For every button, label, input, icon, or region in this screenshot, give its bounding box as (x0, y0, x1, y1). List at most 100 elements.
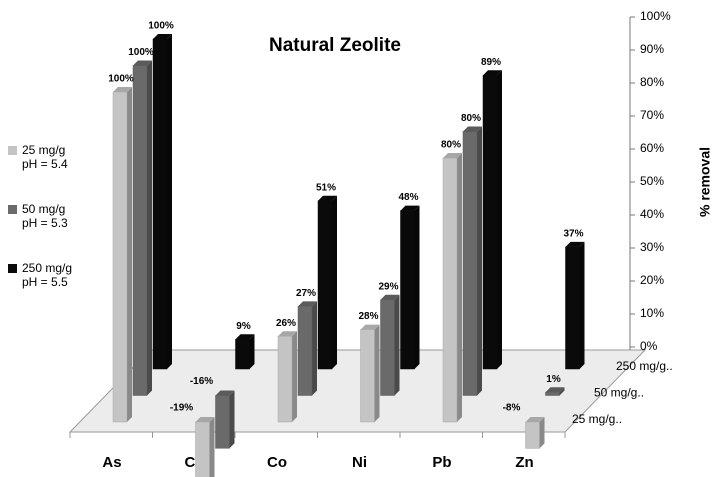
bar-top (278, 331, 297, 337)
y-tick-label: 70% (640, 108, 664, 122)
bar (235, 339, 250, 370)
y-axis-label: % removal (697, 147, 713, 217)
y-tick-label: 100% (640, 9, 671, 23)
bar-side (312, 301, 317, 396)
data-label: 48% (398, 192, 418, 203)
bar-side (127, 87, 132, 422)
bar-top (235, 334, 255, 340)
legend-swatch (8, 146, 17, 155)
bar (277, 335, 293, 423)
legend-entry: 50 mg/g pH = 5.3 (8, 202, 68, 230)
bar-side (292, 331, 297, 422)
bar-top (565, 241, 585, 247)
y-tick-label: 10% (640, 306, 664, 320)
bar (317, 200, 333, 370)
legend-label: 25 mg/g pH = 5.4 (22, 143, 68, 171)
bar (400, 210, 415, 370)
depth-label: 50 mg/g.. (594, 386, 644, 400)
chart-title: Natural Zeolite (269, 35, 401, 56)
bar-side (167, 34, 172, 369)
legend-label: 50 mg/g pH = 5.3 (22, 202, 68, 230)
bar (297, 306, 313, 396)
bar-top (298, 301, 317, 307)
data-label: 80% (441, 140, 461, 151)
bar-side (374, 324, 380, 422)
bar (482, 75, 498, 370)
data-label: -8% (503, 403, 521, 414)
bar (132, 65, 148, 396)
bar (215, 395, 230, 449)
y-tick-label: 20% (640, 273, 664, 287)
bar-side (477, 126, 482, 396)
bar-side (332, 195, 337, 369)
y-tick-label: 30% (640, 240, 664, 254)
data-label: 100% (108, 74, 134, 85)
data-label: 51% (316, 182, 336, 193)
data-label: 29% (378, 281, 398, 292)
bar-top (443, 153, 462, 158)
x-tick-label: Zn (515, 454, 533, 471)
data-label: 26% (276, 318, 296, 329)
bar-side (209, 417, 215, 477)
depth-label: 250 mg/g.. (616, 359, 673, 373)
bar-side (147, 60, 152, 396)
bar (380, 299, 395, 396)
bar-top (400, 205, 420, 211)
bar-top (133, 60, 152, 66)
bar-top (195, 417, 215, 422)
data-label: 100% (128, 47, 154, 58)
bar-top (215, 390, 235, 396)
bar (442, 157, 458, 423)
data-label: 1% (546, 374, 561, 385)
x-tick-label: Co (267, 454, 287, 471)
bar (360, 329, 375, 423)
data-label: 9% (236, 321, 251, 332)
bar (462, 131, 478, 396)
bar-side (249, 334, 255, 369)
bar-side (414, 205, 420, 369)
bar-top (153, 34, 172, 39)
bar-side (539, 417, 545, 449)
legend-entry: 25 mg/g pH = 5.4 (8, 143, 68, 171)
y-tick-label: 40% (640, 207, 664, 221)
y-tick-label: 50% (640, 174, 664, 188)
bar (152, 38, 168, 370)
bar-side (497, 70, 502, 370)
bar-side (559, 387, 565, 396)
bar-top (525, 417, 545, 422)
y-tick-label: 90% (640, 42, 664, 56)
bar-top (318, 195, 337, 201)
data-label: 27% (296, 288, 316, 299)
data-label: 28% (358, 311, 378, 322)
data-label: 37% (563, 229, 583, 240)
legend-swatch (8, 205, 17, 214)
bar-side (457, 153, 462, 422)
y-tick-label: 0% (640, 339, 658, 353)
bar-side (229, 390, 235, 449)
bar-top (483, 70, 502, 76)
x-tick-label: As (102, 454, 121, 471)
bar-top (545, 387, 565, 393)
bar (565, 246, 580, 370)
data-label: 80% (461, 113, 481, 124)
depth-label: 25 mg/g.. (572, 412, 622, 426)
legend-entry: 250 mg/g pH = 5.5 (8, 261, 72, 289)
data-label: -19% (170, 403, 193, 414)
bar-top (360, 324, 380, 330)
bar (195, 421, 210, 477)
x-tick-label: Pb (432, 454, 451, 471)
bar-side (394, 294, 400, 396)
data-label: -16% (190, 376, 213, 387)
data-label: 89% (481, 57, 501, 68)
legend-swatch (8, 264, 17, 273)
bar-top (113, 87, 132, 92)
x-tick-label: Ni (352, 454, 367, 471)
bar-top (463, 126, 482, 132)
y-tick-label: 80% (640, 75, 664, 89)
bar-top (380, 294, 400, 300)
bar (545, 391, 560, 396)
bar (112, 91, 128, 423)
legend-label: 250 mg/g pH = 5.5 (22, 261, 73, 289)
